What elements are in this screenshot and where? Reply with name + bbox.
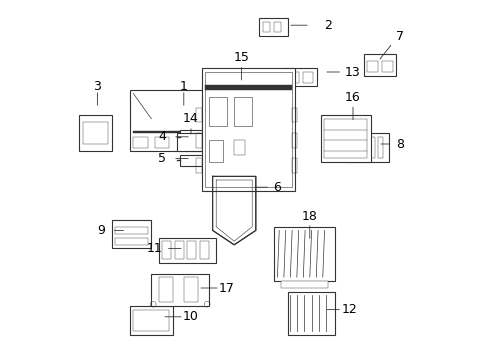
- Bar: [324, 119, 368, 158]
- Bar: [205, 72, 292, 187]
- Text: 5: 5: [158, 152, 166, 165]
- Polygon shape: [213, 176, 256, 245]
- Text: 8: 8: [396, 138, 404, 150]
- Text: 15: 15: [233, 51, 249, 64]
- Bar: [196, 108, 202, 122]
- Bar: [349, 137, 354, 158]
- Bar: [175, 241, 184, 259]
- Text: 6: 6: [273, 181, 281, 194]
- Bar: [83, 122, 108, 144]
- Text: 4: 4: [158, 130, 166, 143]
- Bar: [320, 115, 371, 162]
- Bar: [159, 277, 173, 302]
- Bar: [133, 131, 198, 133]
- Bar: [184, 277, 198, 302]
- Bar: [303, 72, 314, 83]
- Bar: [364, 137, 368, 158]
- Bar: [378, 137, 383, 158]
- Bar: [274, 22, 281, 32]
- Bar: [292, 133, 297, 148]
- Text: 16: 16: [345, 91, 361, 104]
- Bar: [180, 130, 213, 144]
- Bar: [288, 292, 335, 335]
- Bar: [187, 241, 196, 259]
- Bar: [281, 281, 328, 288]
- Bar: [196, 158, 202, 173]
- Bar: [79, 115, 112, 151]
- Bar: [151, 274, 209, 306]
- Bar: [159, 238, 216, 263]
- Bar: [202, 68, 295, 191]
- Bar: [133, 310, 170, 331]
- Bar: [116, 227, 148, 234]
- Bar: [382, 61, 392, 72]
- Bar: [263, 22, 270, 32]
- Bar: [364, 54, 396, 76]
- Bar: [180, 155, 205, 166]
- Bar: [205, 85, 292, 90]
- Text: 12: 12: [342, 303, 357, 316]
- Bar: [209, 97, 227, 126]
- Text: 17: 17: [219, 282, 235, 294]
- Bar: [116, 238, 148, 245]
- Text: 1: 1: [180, 80, 188, 93]
- Bar: [155, 137, 170, 148]
- Bar: [130, 306, 173, 335]
- Bar: [288, 72, 299, 83]
- Text: 3: 3: [94, 80, 101, 93]
- Text: 10: 10: [183, 310, 199, 323]
- Text: 18: 18: [302, 210, 318, 222]
- Bar: [112, 220, 151, 248]
- Bar: [130, 90, 202, 151]
- Bar: [234, 97, 252, 126]
- Text: 7: 7: [396, 30, 404, 42]
- Bar: [292, 108, 297, 122]
- Bar: [357, 137, 361, 158]
- Bar: [368, 61, 378, 72]
- Bar: [200, 241, 209, 259]
- Bar: [285, 68, 317, 86]
- Bar: [346, 133, 389, 162]
- Bar: [274, 227, 335, 281]
- Bar: [292, 158, 297, 173]
- Bar: [133, 137, 148, 148]
- Text: 2: 2: [324, 19, 332, 32]
- Bar: [371, 137, 375, 158]
- Bar: [196, 133, 202, 148]
- Bar: [176, 133, 202, 151]
- Bar: [209, 140, 223, 162]
- Text: 9: 9: [97, 224, 105, 237]
- Bar: [162, 241, 171, 259]
- Text: 13: 13: [345, 66, 361, 78]
- Text: 11: 11: [147, 242, 163, 255]
- Bar: [259, 18, 288, 36]
- Text: 14: 14: [183, 112, 199, 125]
- Bar: [234, 140, 245, 155]
